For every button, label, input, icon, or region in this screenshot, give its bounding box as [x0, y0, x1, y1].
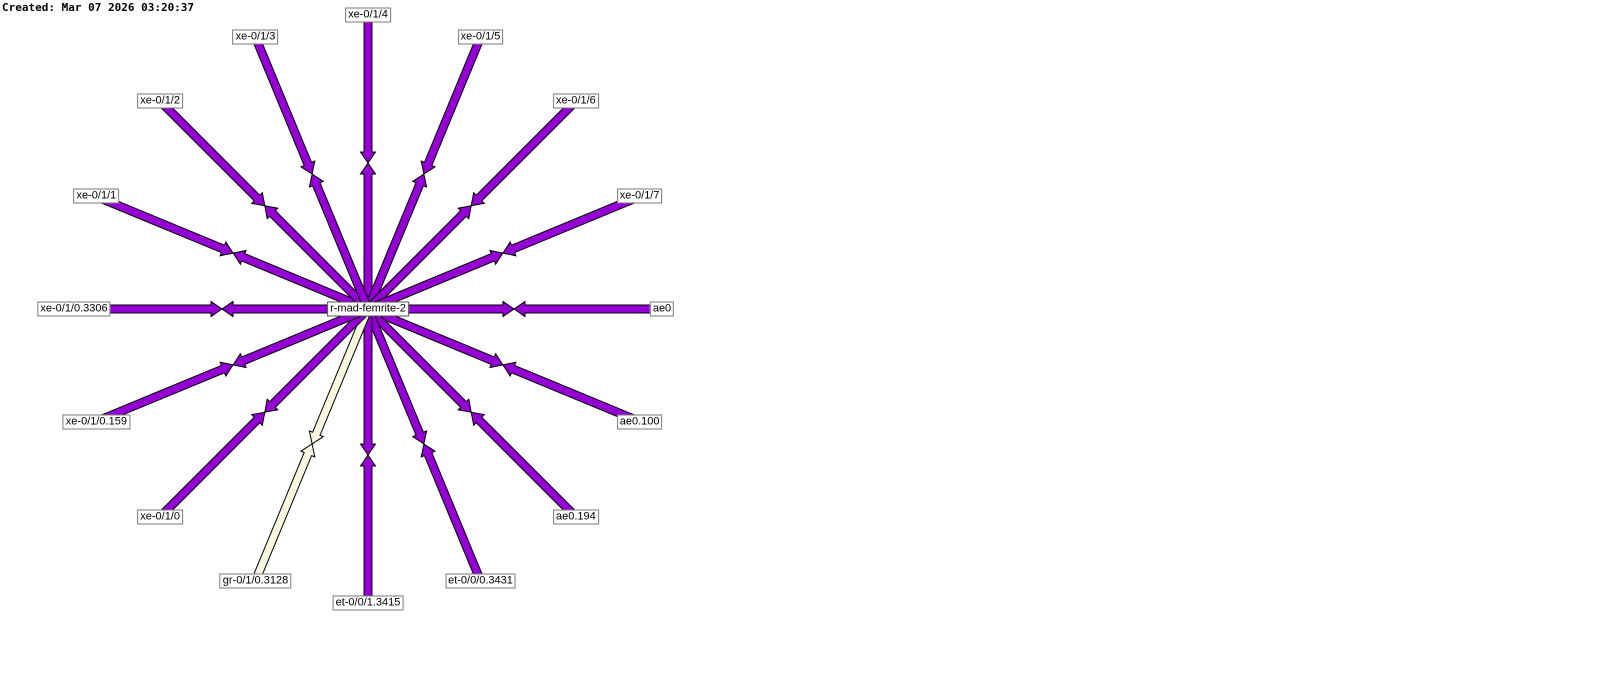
- interface-label-text: et-0/0/1.3415: [335, 596, 401, 609]
- link-arrow-xe-0-1-6[interactable]: [470, 98, 579, 207]
- interface-label[interactable]: xe-0/1/5: [457, 29, 504, 45]
- link-arrow-xe-0-1-0[interactable]: [264, 305, 372, 413]
- link-arrow-et-0-0-0-3431[interactable]: [363, 306, 428, 445]
- link-arrow-xe-0-1-7[interactable]: [502, 192, 640, 257]
- link-arrow-ae0[interactable]: [513, 300, 661, 318]
- interface-label-text: ae0.194: [555, 510, 596, 523]
- interface-label-text: xe-0/1/6: [556, 94, 596, 107]
- link-arrow-xe-0-1-4[interactable]: [359, 162, 377, 310]
- link-arrow-xe-0-1-5[interactable]: [420, 37, 485, 175]
- interface-label[interactable]: xe-0/1/2: [137, 93, 183, 109]
- link-arrow-xe-0-1-0-159[interactable]: [232, 304, 371, 369]
- interface-label[interactable]: ae0.100: [616, 414, 663, 429]
- created-timestamp: Created: Mar 07 2026 03:20:37: [2, 1, 195, 14]
- interface-label[interactable]: ae0: [649, 301, 675, 317]
- interface-label-text: xe-0/1/5: [460, 30, 501, 43]
- link-arrow-xe-0-1-2[interactable]: [157, 98, 266, 207]
- interface-label[interactable]: xe-0/1/3: [232, 29, 279, 45]
- link-arrow-xe-0-1-0-159[interactable]: [96, 361, 234, 426]
- link-arrow-xe-0-1-4[interactable]: [359, 16, 377, 164]
- link-arrow-xe-0-1-3[interactable]: [251, 37, 316, 175]
- interface-label-text: gr-0/1/0.3128: [222, 574, 289, 587]
- interface-label-text: xe-0/1/7: [619, 189, 660, 202]
- interface-label[interactable]: et-0/0/0.3431: [445, 573, 516, 589]
- interface-label-text: ae0.100: [619, 415, 660, 427]
- interface-label[interactable]: xe-0/1/4: [345, 7, 391, 23]
- interface-label-text: xe-0/1/0.159: [65, 415, 127, 427]
- link-arrow-et-0-0-1-3415[interactable]: [359, 308, 377, 456]
- interface-label-text: xe-0/1/4: [348, 8, 388, 21]
- interface-label-text: ae0: [652, 302, 672, 315]
- interface-label[interactable]: xe-0/1/0.159: [62, 414, 130, 429]
- link-arrow-xe-0-1-7[interactable]: [365, 249, 504, 314]
- link-arrow-ae0-194[interactable]: [364, 305, 472, 413]
- interface-label[interactable]: ae0.194: [552, 509, 599, 525]
- link-arrow-xe-0-1-2[interactable]: [264, 205, 372, 313]
- link-arrow-xe-0-1-3[interactable]: [308, 173, 373, 312]
- link-arrow-xe-0-1-1[interactable]: [96, 192, 234, 257]
- interface-label-text: xe-0/1/3: [235, 30, 276, 43]
- interface-label[interactable]: xe-0/1/6: [553, 93, 599, 109]
- router-node-label[interactable]: r-mad-femrite-2: [327, 301, 409, 317]
- interface-label[interactable]: xe-0/1/0: [137, 509, 183, 525]
- link-arrow-et-0-0-0-3431[interactable]: [420, 443, 485, 581]
- link-arrow-et-0-0-1-3415[interactable]: [359, 454, 377, 602]
- link-arrow-ae0-194[interactable]: [470, 411, 579, 520]
- interface-label[interactable]: xe-0/1/7: [616, 188, 663, 204]
- link-arrow-gr-0-1-0-3128[interactable]: [308, 306, 373, 445]
- interface-label-text: et-0/0/0.3431: [448, 574, 513, 587]
- link-arrow-xe-0-1-0[interactable]: [157, 411, 266, 520]
- interface-label-text: xe-0/1/0.3306: [40, 302, 108, 315]
- link-arrow-ae0-100[interactable]: [502, 361, 640, 426]
- interface-label-text: xe-0/1/1: [76, 189, 117, 202]
- interface-label[interactable]: gr-0/1/0.3128: [219, 573, 292, 589]
- interface-label-text: xe-0/1/2: [140, 94, 180, 107]
- link-arrow-xe-0-1-5[interactable]: [363, 173, 428, 312]
- interface-label-text: xe-0/1/0: [140, 510, 180, 523]
- link-arrow-xe-0-1-6[interactable]: [364, 205, 472, 313]
- interface-label[interactable]: xe-0/1/1: [73, 188, 120, 204]
- interface-label[interactable]: xe-0/1/0.3306: [37, 301, 111, 317]
- link-arrow-gr-0-1-0-3128[interactable]: [251, 443, 316, 581]
- interface-label[interactable]: et-0/0/1.3415: [332, 595, 404, 611]
